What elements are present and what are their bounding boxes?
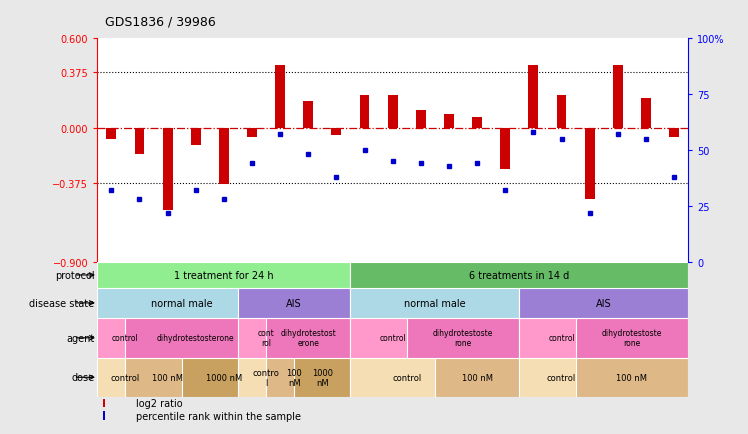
Bar	[472, 118, 482, 128]
Bar	[97, 289, 266, 318]
Bar	[416, 110, 426, 128]
Text: 1 treatment for 24 h: 1 treatment for 24 h	[174, 270, 274, 280]
Text: 100 nM: 100 nM	[462, 373, 493, 382]
Text: 6 treatments in 14 d: 6 treatments in 14 d	[469, 270, 569, 280]
Bar	[106, 128, 116, 140]
Bar	[304, 102, 313, 128]
Text: AIS: AIS	[596, 298, 612, 308]
Text: contro
l: contro l	[253, 368, 280, 387]
Text: dose: dose	[71, 372, 94, 382]
Bar	[585, 128, 595, 200]
Text: control: control	[112, 334, 139, 342]
Text: protocol: protocol	[55, 270, 94, 280]
Text: cont
rol: cont rol	[258, 329, 275, 347]
Text: dihydrotestosterone: dihydrotestosterone	[157, 334, 235, 342]
Text: 100 nM: 100 nM	[616, 373, 647, 382]
Text: percentile rank within the sample: percentile rank within the sample	[135, 411, 301, 421]
Bar	[97, 262, 351, 289]
Bar	[103, 399, 105, 408]
Text: control: control	[547, 373, 576, 382]
Bar	[519, 318, 604, 358]
Bar	[519, 358, 604, 397]
Bar	[219, 128, 229, 185]
Bar	[641, 99, 651, 128]
Bar	[576, 358, 688, 397]
Bar	[519, 289, 688, 318]
Bar	[407, 318, 519, 358]
Text: 1000 nM: 1000 nM	[206, 373, 242, 382]
Text: log2 ratio: log2 ratio	[135, 398, 183, 408]
Text: control: control	[548, 334, 575, 342]
Bar	[266, 318, 351, 358]
Text: 100
nM: 100 nM	[286, 368, 302, 387]
Bar	[238, 358, 294, 397]
Bar	[238, 318, 294, 358]
Text: dihydrotestost
erone: dihydrotestost erone	[280, 329, 336, 347]
Bar	[266, 358, 322, 397]
Bar	[351, 358, 463, 397]
Bar	[294, 358, 351, 397]
Bar	[135, 128, 144, 155]
Bar	[247, 128, 257, 137]
Bar	[444, 115, 454, 128]
Text: GDS1836 / 39986: GDS1836 / 39986	[105, 15, 215, 28]
Bar	[351, 289, 519, 318]
Bar	[331, 128, 341, 136]
Bar	[182, 358, 266, 397]
Text: disease state: disease state	[29, 298, 94, 308]
Text: normal male: normal male	[404, 298, 466, 308]
Bar	[97, 318, 153, 358]
Bar	[103, 411, 105, 420]
Bar	[529, 66, 539, 128]
Bar	[557, 95, 566, 128]
Text: dihydrotestoste
rone: dihydrotestoste rone	[433, 329, 493, 347]
Bar	[387, 95, 398, 128]
Bar	[360, 95, 370, 128]
Bar	[97, 358, 153, 397]
Text: 100 nM: 100 nM	[152, 373, 183, 382]
Bar	[500, 128, 510, 170]
Bar	[238, 289, 351, 318]
Text: control: control	[379, 334, 406, 342]
Text: normal male: normal male	[151, 298, 212, 308]
Text: AIS: AIS	[286, 298, 302, 308]
Bar	[613, 66, 623, 128]
Bar	[191, 128, 200, 146]
Bar	[126, 358, 209, 397]
Bar	[275, 66, 285, 128]
Bar	[162, 128, 173, 210]
Text: control: control	[111, 373, 140, 382]
Bar	[351, 262, 688, 289]
Bar	[126, 318, 266, 358]
Bar	[435, 358, 519, 397]
Text: agent: agent	[66, 333, 94, 343]
Text: control: control	[392, 373, 421, 382]
Text: 1000
nM: 1000 nM	[312, 368, 333, 387]
Bar	[669, 128, 679, 137]
Text: dihydrotestoste
rone: dihydrotestoste rone	[601, 329, 662, 347]
Bar	[576, 318, 688, 358]
Bar	[351, 318, 435, 358]
